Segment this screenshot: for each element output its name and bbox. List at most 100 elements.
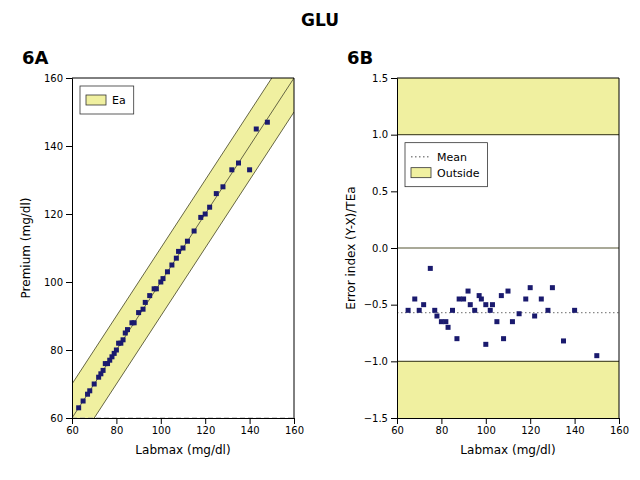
plot-area xyxy=(72,78,294,418)
point xyxy=(76,405,81,410)
tick-label: 1.0 xyxy=(372,129,388,140)
tick-mark xyxy=(66,146,72,147)
legend-frame xyxy=(405,143,487,187)
tick: 60 xyxy=(66,418,79,436)
tick-mark xyxy=(66,350,72,351)
point xyxy=(446,325,451,330)
point xyxy=(412,297,417,302)
point xyxy=(169,263,174,268)
tick-mark xyxy=(66,418,72,419)
tick-label: 100 xyxy=(477,425,496,436)
point xyxy=(539,297,544,302)
frame xyxy=(72,78,294,79)
point xyxy=(506,289,511,294)
point xyxy=(432,308,437,313)
axis-line xyxy=(73,419,295,425)
band-upper-line xyxy=(72,78,294,384)
tick-label: 80 xyxy=(436,425,449,436)
point xyxy=(461,297,466,302)
tick: 1.5 xyxy=(372,73,397,84)
tick-label: −1.0 xyxy=(364,356,388,367)
y-axis-label: Error index (Y-X)/TEa xyxy=(344,186,358,309)
point xyxy=(594,353,599,358)
tick-label: −0.5 xyxy=(364,299,388,310)
tick: 140 xyxy=(44,141,72,152)
panel-label: 6A xyxy=(22,47,49,68)
point xyxy=(229,167,234,172)
tick-label: 160 xyxy=(610,425,629,436)
tick-label: 60 xyxy=(66,425,79,436)
x-axis-label: Labmax (mg/dl) xyxy=(460,443,555,457)
tick-mark xyxy=(250,418,251,424)
frame xyxy=(294,78,295,418)
axis-line xyxy=(391,79,398,419)
y-axis-label: Premium (mg/dl) xyxy=(19,198,33,299)
band-lower-line xyxy=(72,112,294,418)
point xyxy=(92,382,97,387)
reference-line xyxy=(397,134,619,135)
legend-label: Mean xyxy=(437,151,467,164)
legend: Ea xyxy=(80,86,134,114)
tick-label: 160 xyxy=(285,425,304,436)
point xyxy=(572,308,577,313)
point xyxy=(406,308,411,313)
tick: 60 xyxy=(50,413,72,424)
legend-swatch xyxy=(411,168,431,178)
tick: 80 xyxy=(50,345,72,356)
tick-mark xyxy=(575,418,576,424)
tick: 140 xyxy=(241,418,260,436)
tick-label: 0.0 xyxy=(372,243,388,254)
reference-line xyxy=(397,361,619,362)
point xyxy=(220,184,225,189)
tick-label: 120 xyxy=(521,425,540,436)
tick-mark xyxy=(486,418,487,424)
tick-label: 120 xyxy=(44,209,63,220)
tick-label: 100 xyxy=(44,277,63,288)
tick-label: 160 xyxy=(44,73,63,84)
point xyxy=(434,314,439,319)
point xyxy=(545,308,550,313)
tick-mark xyxy=(66,214,72,215)
tick-mark xyxy=(391,361,397,362)
reference-line xyxy=(72,417,294,418)
point xyxy=(181,246,186,251)
tick-label: 60 xyxy=(391,425,404,436)
point xyxy=(214,191,219,196)
point xyxy=(254,127,259,132)
tick-label: −1.5 xyxy=(364,413,388,424)
point xyxy=(121,337,126,342)
point xyxy=(203,212,208,217)
tick-label: 80 xyxy=(50,345,63,356)
point xyxy=(510,319,515,324)
point xyxy=(499,293,504,298)
plot-area xyxy=(397,78,619,418)
band xyxy=(72,78,294,418)
point xyxy=(472,308,477,313)
tick-mark xyxy=(161,418,162,424)
point xyxy=(176,249,181,254)
tick: 80 xyxy=(111,418,124,436)
panel: 6080100120140160−1.5−1.0−0.50.00.51.01.5… xyxy=(344,47,629,457)
tick-mark xyxy=(391,418,397,419)
point xyxy=(136,310,141,315)
tick: 160 xyxy=(44,73,72,84)
x-axis: 60 80 100 120 140 160 xyxy=(391,418,629,436)
legend-label: Outside xyxy=(437,167,480,180)
point xyxy=(561,338,566,343)
tick: 140 xyxy=(566,418,585,436)
band xyxy=(397,361,619,418)
tick: 1.0 xyxy=(372,129,397,140)
frame xyxy=(619,78,620,418)
tick: 60 xyxy=(391,418,404,436)
tick-label: 140 xyxy=(241,425,260,436)
tick: 100 xyxy=(152,418,171,436)
tick-mark xyxy=(530,418,531,424)
panel-label: 6B xyxy=(347,47,373,68)
tick-mark xyxy=(205,418,206,424)
band xyxy=(397,78,619,135)
point xyxy=(417,308,422,313)
point xyxy=(143,300,148,305)
point xyxy=(174,256,179,261)
tick: 100 xyxy=(477,418,496,436)
x-axis-label: Labmax (mg/dl) xyxy=(135,443,230,457)
